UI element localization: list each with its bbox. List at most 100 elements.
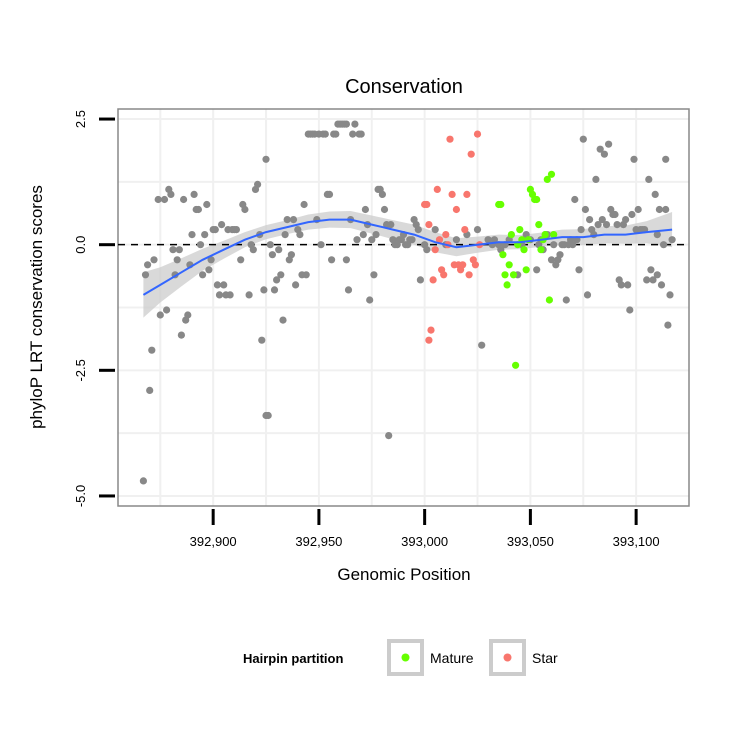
data-point-background: [643, 276, 651, 284]
data-point-background: [361, 205, 369, 214]
data-point-background: [289, 216, 298, 224]
data-point-mature: [533, 195, 541, 204]
data-point-star: [471, 261, 479, 269]
data-point-background: [645, 175, 653, 183]
data-point-background: [321, 130, 329, 138]
data-point-background: [317, 241, 325, 249]
data-point-background: [199, 271, 207, 279]
data-point-background: [423, 246, 431, 254]
data-point-background: [258, 336, 266, 344]
data-point-star: [459, 261, 467, 269]
data-point-background: [416, 276, 424, 284]
data-point-background: [556, 251, 564, 259]
data-point-star: [423, 200, 431, 209]
x-tick-label: 392,950: [295, 534, 342, 549]
data-point-star: [446, 135, 454, 143]
data-point-background: [150, 256, 158, 264]
data-point-star: [442, 231, 450, 239]
data-point-background: [141, 271, 150, 279]
data-point-background: [626, 306, 634, 314]
data-point-background: [408, 236, 416, 244]
data-point-background: [586, 216, 594, 224]
data-point-star: [467, 150, 475, 158]
data-point-background: [613, 221, 621, 229]
data-point-background: [628, 210, 636, 219]
data-point-mature: [503, 281, 511, 289]
data-point-background: [196, 241, 205, 249]
data-point-background: [194, 205, 202, 214]
data-point-background: [617, 281, 625, 289]
data-point-background: [201, 231, 209, 239]
data-point-background: [146, 386, 154, 394]
data-point-background: [302, 271, 310, 279]
data-point-mature: [541, 231, 549, 239]
data-point-background: [452, 236, 460, 244]
data-point-background: [575, 266, 583, 274]
data-point-mature: [545, 296, 554, 304]
data-point-background: [273, 276, 281, 284]
data-point-background: [577, 226, 585, 234]
data-point-background: [571, 195, 579, 204]
data-point-background: [431, 226, 439, 234]
panel-grid: [118, 109, 689, 506]
data-point-background: [662, 205, 670, 214]
data-point-background: [357, 130, 365, 138]
data-point-background: [611, 210, 619, 219]
data-point-background: [180, 195, 188, 204]
data-point-background: [368, 236, 376, 244]
data-point-background: [668, 236, 676, 244]
data-point-background: [277, 271, 285, 279]
data-point-background: [647, 266, 655, 274]
data-point-background: [205, 266, 213, 274]
data-point-background: [163, 306, 171, 314]
data-point-background: [249, 246, 257, 254]
panel-border: [117, 108, 690, 507]
data-point-background: [184, 311, 192, 319]
data-point-background: [211, 226, 219, 234]
data-point-background: [266, 241, 274, 249]
data-point-mature: [497, 200, 505, 209]
data-point-background: [175, 246, 183, 254]
data-point-background: [653, 231, 661, 239]
x-tick-label: 393,000: [401, 534, 448, 549]
data-point-background: [154, 195, 162, 204]
data-point-background: [484, 236, 492, 244]
data-point-background: [287, 251, 295, 259]
data-point-background: [349, 130, 357, 138]
data-point-background: [213, 281, 221, 289]
data-point-background: [148, 346, 156, 354]
data-point-background: [237, 256, 245, 264]
data-point-background: [342, 256, 350, 264]
smooth-trend-line: [142, 218, 673, 296]
data-point-background: [279, 316, 287, 324]
data-point-background: [245, 291, 253, 299]
data-point-background: [270, 286, 279, 294]
data-point-background: [190, 190, 198, 198]
data-point-background: [664, 321, 672, 329]
data-point-star: [465, 271, 473, 279]
data-point-background: [328, 256, 336, 264]
data-point-background: [215, 291, 224, 299]
x-tick-label: 393,050: [507, 534, 554, 549]
data-point-mature: [550, 231, 558, 239]
data-point-background: [605, 140, 613, 148]
data-point-background: [533, 266, 541, 274]
data-point-background: [630, 155, 638, 163]
data-point-mature: [522, 266, 530, 274]
data-point-mature: [547, 170, 556, 178]
data-point-background: [292, 281, 300, 289]
data-point-background: [173, 256, 181, 264]
data-point-star: [448, 190, 456, 198]
data-point-background: [624, 281, 632, 289]
data-point-background: [169, 246, 177, 254]
legend-title: Hairpin partition: [243, 651, 343, 666]
data-point-star: [435, 236, 444, 244]
data-point-background: [414, 226, 422, 234]
data-point-mature: [499, 251, 507, 259]
data-point-background: [300, 200, 308, 209]
data-point-background: [594, 221, 602, 229]
data-point-background: [562, 296, 570, 304]
data-point-background: [220, 281, 228, 289]
legend-swatch-star: [503, 653, 512, 662]
data-point-background: [378, 190, 386, 198]
